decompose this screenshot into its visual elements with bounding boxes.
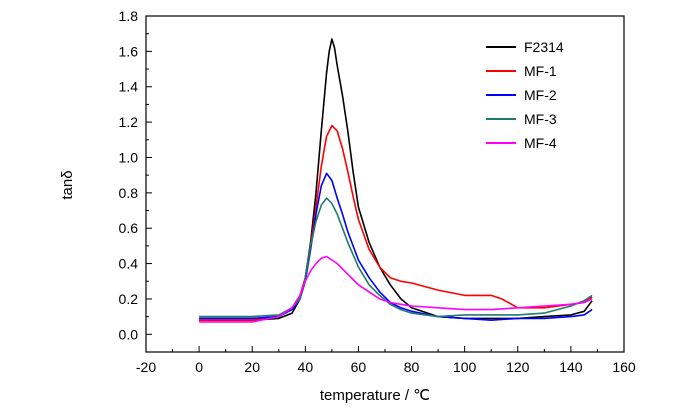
y-tick-label: 0.2 xyxy=(119,291,139,307)
x-tick-label: 120 xyxy=(506,359,530,375)
x-tick-label: 140 xyxy=(559,359,583,375)
x-tick-label: 160 xyxy=(612,359,636,375)
legend-label: MF-1 xyxy=(524,63,557,79)
series-line-mf-2 xyxy=(199,172,593,322)
x-tick-label: 0 xyxy=(195,359,203,375)
x-axis-title: temperature / ℃ xyxy=(320,387,430,404)
x-tick-label: -20 xyxy=(136,359,156,375)
series-line-mf-4 xyxy=(199,255,593,323)
x-tick-label: 60 xyxy=(351,359,367,375)
x-tick-label: 80 xyxy=(404,359,420,375)
x-tick-label: 20 xyxy=(244,359,260,375)
y-tick-label: 1.8 xyxy=(119,8,139,24)
y-tick-label: 0.6 xyxy=(119,220,139,236)
y-tick-label: 1.2 xyxy=(119,114,139,130)
y-axis-title: tanδ xyxy=(59,170,76,199)
y-tick-label: 0.8 xyxy=(119,185,139,201)
series-layer xyxy=(199,38,593,323)
y-tick-label: 1.4 xyxy=(119,79,139,95)
y-tick-label: 1.0 xyxy=(119,149,139,165)
legend-label: F2314 xyxy=(524,39,564,55)
series-line-f2314 xyxy=(199,38,593,322)
y-tick-label: 1.6 xyxy=(119,43,139,59)
x-tick-label: 100 xyxy=(453,359,477,375)
y-tick-label: 0.4 xyxy=(119,256,139,272)
legend: F2314 MF-1 MF-2 MF-3 MF-4 xyxy=(486,39,564,151)
legend-label: MF-2 xyxy=(524,87,557,103)
series-line-mf-3 xyxy=(199,197,593,318)
y-tick-label: 0.0 xyxy=(119,326,139,342)
legend-label: MF-4 xyxy=(524,135,557,151)
x-tick-label: 40 xyxy=(298,359,314,375)
legend-label: MF-3 xyxy=(524,111,557,127)
ticks-layer: -20 0 20 40 60 80 100 120 140 160 0.0 0.2 0.4 0.6 0.8 1… xyxy=(119,8,636,375)
